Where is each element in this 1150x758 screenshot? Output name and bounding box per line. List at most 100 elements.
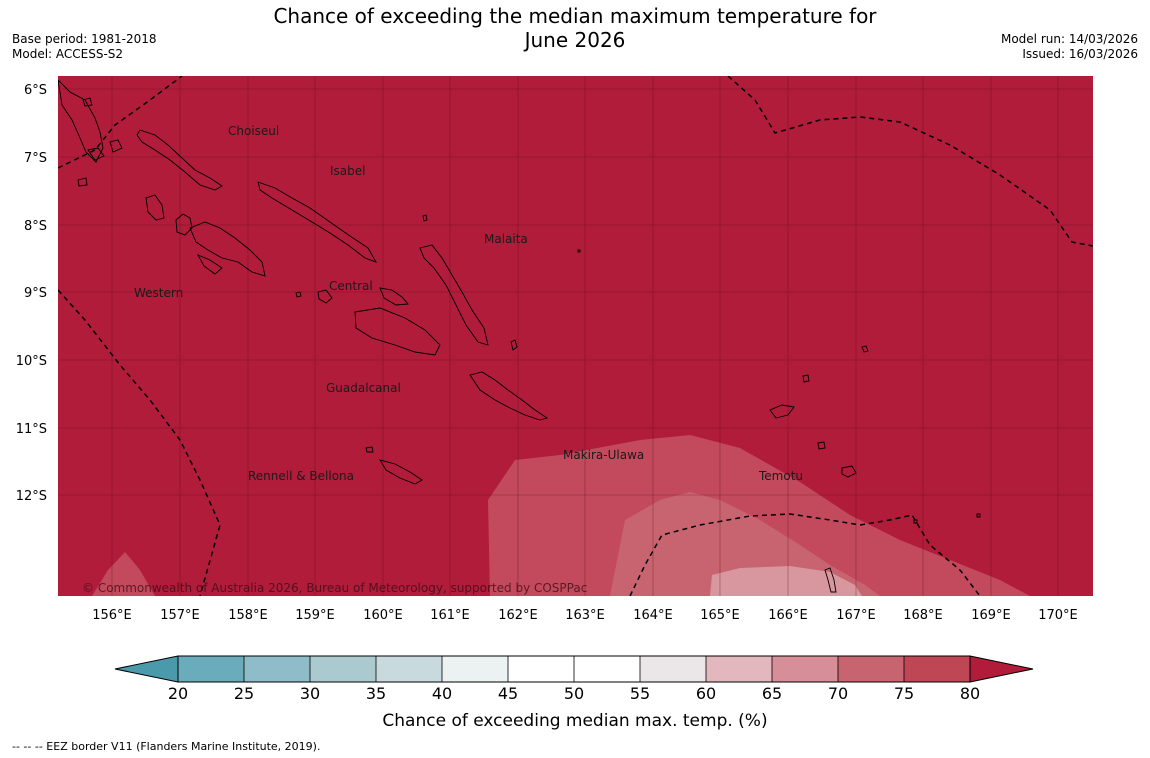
colorbar-tick-label: 55 <box>630 684 650 703</box>
colorbar-segment <box>574 656 640 682</box>
island-rennell <box>379 459 423 485</box>
colorbar-segment <box>244 656 310 682</box>
colorbar: 20 25 30 35 40 45 50 55 60 65 70 75 80 C… <box>114 655 1034 731</box>
colorbar-segment <box>904 656 970 682</box>
island-makira <box>469 371 549 421</box>
colorbar-tick-labels: 20 25 30 35 40 45 50 55 60 65 70 75 80 <box>168 684 980 703</box>
province-label-guadalcanal: Guadalcanal <box>326 381 401 395</box>
colorbar-segment <box>442 656 508 682</box>
lon-label: 169°E <box>971 608 1011 623</box>
lon-label: 160°E <box>363 608 403 623</box>
lon-label: 164°E <box>633 608 673 623</box>
lon-label: 159°E <box>295 608 335 623</box>
colorbar-segment <box>706 656 772 682</box>
meta-left: Base period: 1981-2018 Model: ACCESS-S2 <box>12 32 157 62</box>
title-line-1: Chance of exceeding the median maximum t… <box>273 4 877 28</box>
colorbar-tick-label: 35 <box>366 684 386 703</box>
colorbar-segment <box>772 656 838 682</box>
island-santa-cruz <box>769 404 795 419</box>
colorbar-segment <box>178 656 244 682</box>
island-vanikoro <box>841 465 857 478</box>
eez-legend-footnote: -- -- -- EEZ border V11 (Flanders Marine… <box>12 740 321 753</box>
colorbar-tick-label: 60 <box>696 684 716 703</box>
colorbar-tick-label: 25 <box>234 684 254 703</box>
island-savo <box>317 289 333 304</box>
island-shortland-n <box>82 97 93 107</box>
island-florida <box>379 287 409 306</box>
colorbar-tick-label: 45 <box>498 684 518 703</box>
colorbar-extend-low <box>114 655 179 683</box>
province-label-central: Central <box>329 279 373 293</box>
island-vella-lavella <box>145 194 165 221</box>
island-bellona <box>365 446 374 453</box>
island-treasury <box>77 177 88 187</box>
copyright-notice: © Commonwealth of Australia 2026, Bureau… <box>82 581 587 595</box>
lon-label: 167°E <box>836 608 876 623</box>
lat-label: 11°S <box>16 422 47 437</box>
colorbar-tick-label: 30 <box>300 684 320 703</box>
colorbar-extend-high <box>969 655 1034 683</box>
lon-label: 166°E <box>768 608 808 623</box>
colorbar-tick-label: 40 <box>432 684 452 703</box>
lon-label: 168°E <box>903 608 943 623</box>
lat-labels: 6°S 7°S 8°S 9°S 10°S 11°S 12°S <box>16 83 47 504</box>
island-duff <box>861 345 869 353</box>
graticule <box>58 76 1093 596</box>
island-fauro <box>109 139 123 153</box>
colorbar-tick-label: 65 <box>762 684 782 703</box>
lon-label: 165°E <box>700 608 740 623</box>
colorbar-segment <box>508 656 574 682</box>
colorbar-tick-label: 50 <box>564 684 584 703</box>
colorbar-segment <box>640 656 706 682</box>
colorbar-tick-label: 20 <box>168 684 188 703</box>
lat-label: 6°S <box>24 83 47 98</box>
island-ulawa <box>510 339 518 351</box>
lon-label: 163°E <box>565 608 605 623</box>
province-label-rennell-bellona: Rennell & Bellona <box>248 469 354 483</box>
lon-labels: 156°E 157°E 158°E 159°E 160°E 161°E 162°… <box>92 608 1078 623</box>
colorbar-tick-label: 80 <box>960 684 980 703</box>
islands <box>58 79 981 593</box>
island-choiseul <box>136 129 223 191</box>
lon-label: 162°E <box>498 608 538 623</box>
colorbar-tick-label: 70 <box>828 684 848 703</box>
province-label-malaita: Malaita <box>484 232 528 246</box>
lon-label: 156°E <box>92 608 132 623</box>
island-new-georgia <box>189 221 266 277</box>
island-south-small <box>824 567 837 593</box>
eez-border <box>58 76 1093 596</box>
title-line-2: June 2026 <box>524 28 626 52</box>
issued-date: Issued: 16/03/2026 <box>1022 47 1138 61</box>
lat-label: 7°S <box>24 151 47 166</box>
lon-label: 157°E <box>160 608 200 623</box>
island-reef-islands <box>802 374 810 383</box>
province-label-temotu: Temotu <box>758 469 803 483</box>
lat-label: 12°S <box>16 489 47 504</box>
lon-label: 170°E <box>1038 608 1078 623</box>
colorbar-tick-label: 75 <box>894 684 914 703</box>
island-utupua <box>817 441 826 450</box>
meta-right: Model run: 14/03/2026 Issued: 16/03/2026 <box>1001 32 1138 62</box>
lat-label: 8°S <box>24 219 47 234</box>
map-figure: Choiseul Isabel Malaita Western Central … <box>16 76 1093 731</box>
colorbar-outline <box>177 655 971 683</box>
lat-label: 10°S <box>16 354 47 369</box>
shade-band-60-65 <box>710 566 862 596</box>
island-anuta <box>976 513 981 518</box>
colorbar-segment <box>310 656 376 682</box>
map-panel: Choiseul Isabel Malaita Western Central … <box>58 76 1093 596</box>
eez-line-tuvalu <box>727 76 1093 247</box>
eez-line-png-north <box>58 76 183 169</box>
lat-label: 9°S <box>24 286 47 301</box>
lon-label: 161°E <box>430 608 470 623</box>
colorbar-dividers <box>243 656 905 682</box>
island-bougainville <box>58 79 104 163</box>
island-tikopia <box>913 519 918 524</box>
island-sikaiana <box>577 249 581 253</box>
colorbar-segment <box>376 656 442 682</box>
base-period: Base period: 1981-2018 <box>12 32 157 46</box>
map-title: Chance of exceeding the median maximum t… <box>0 4 1150 52</box>
island-rendova <box>196 254 223 275</box>
model-name: Model: ACCESS-S2 <box>12 47 124 61</box>
island-isabel <box>257 181 377 263</box>
